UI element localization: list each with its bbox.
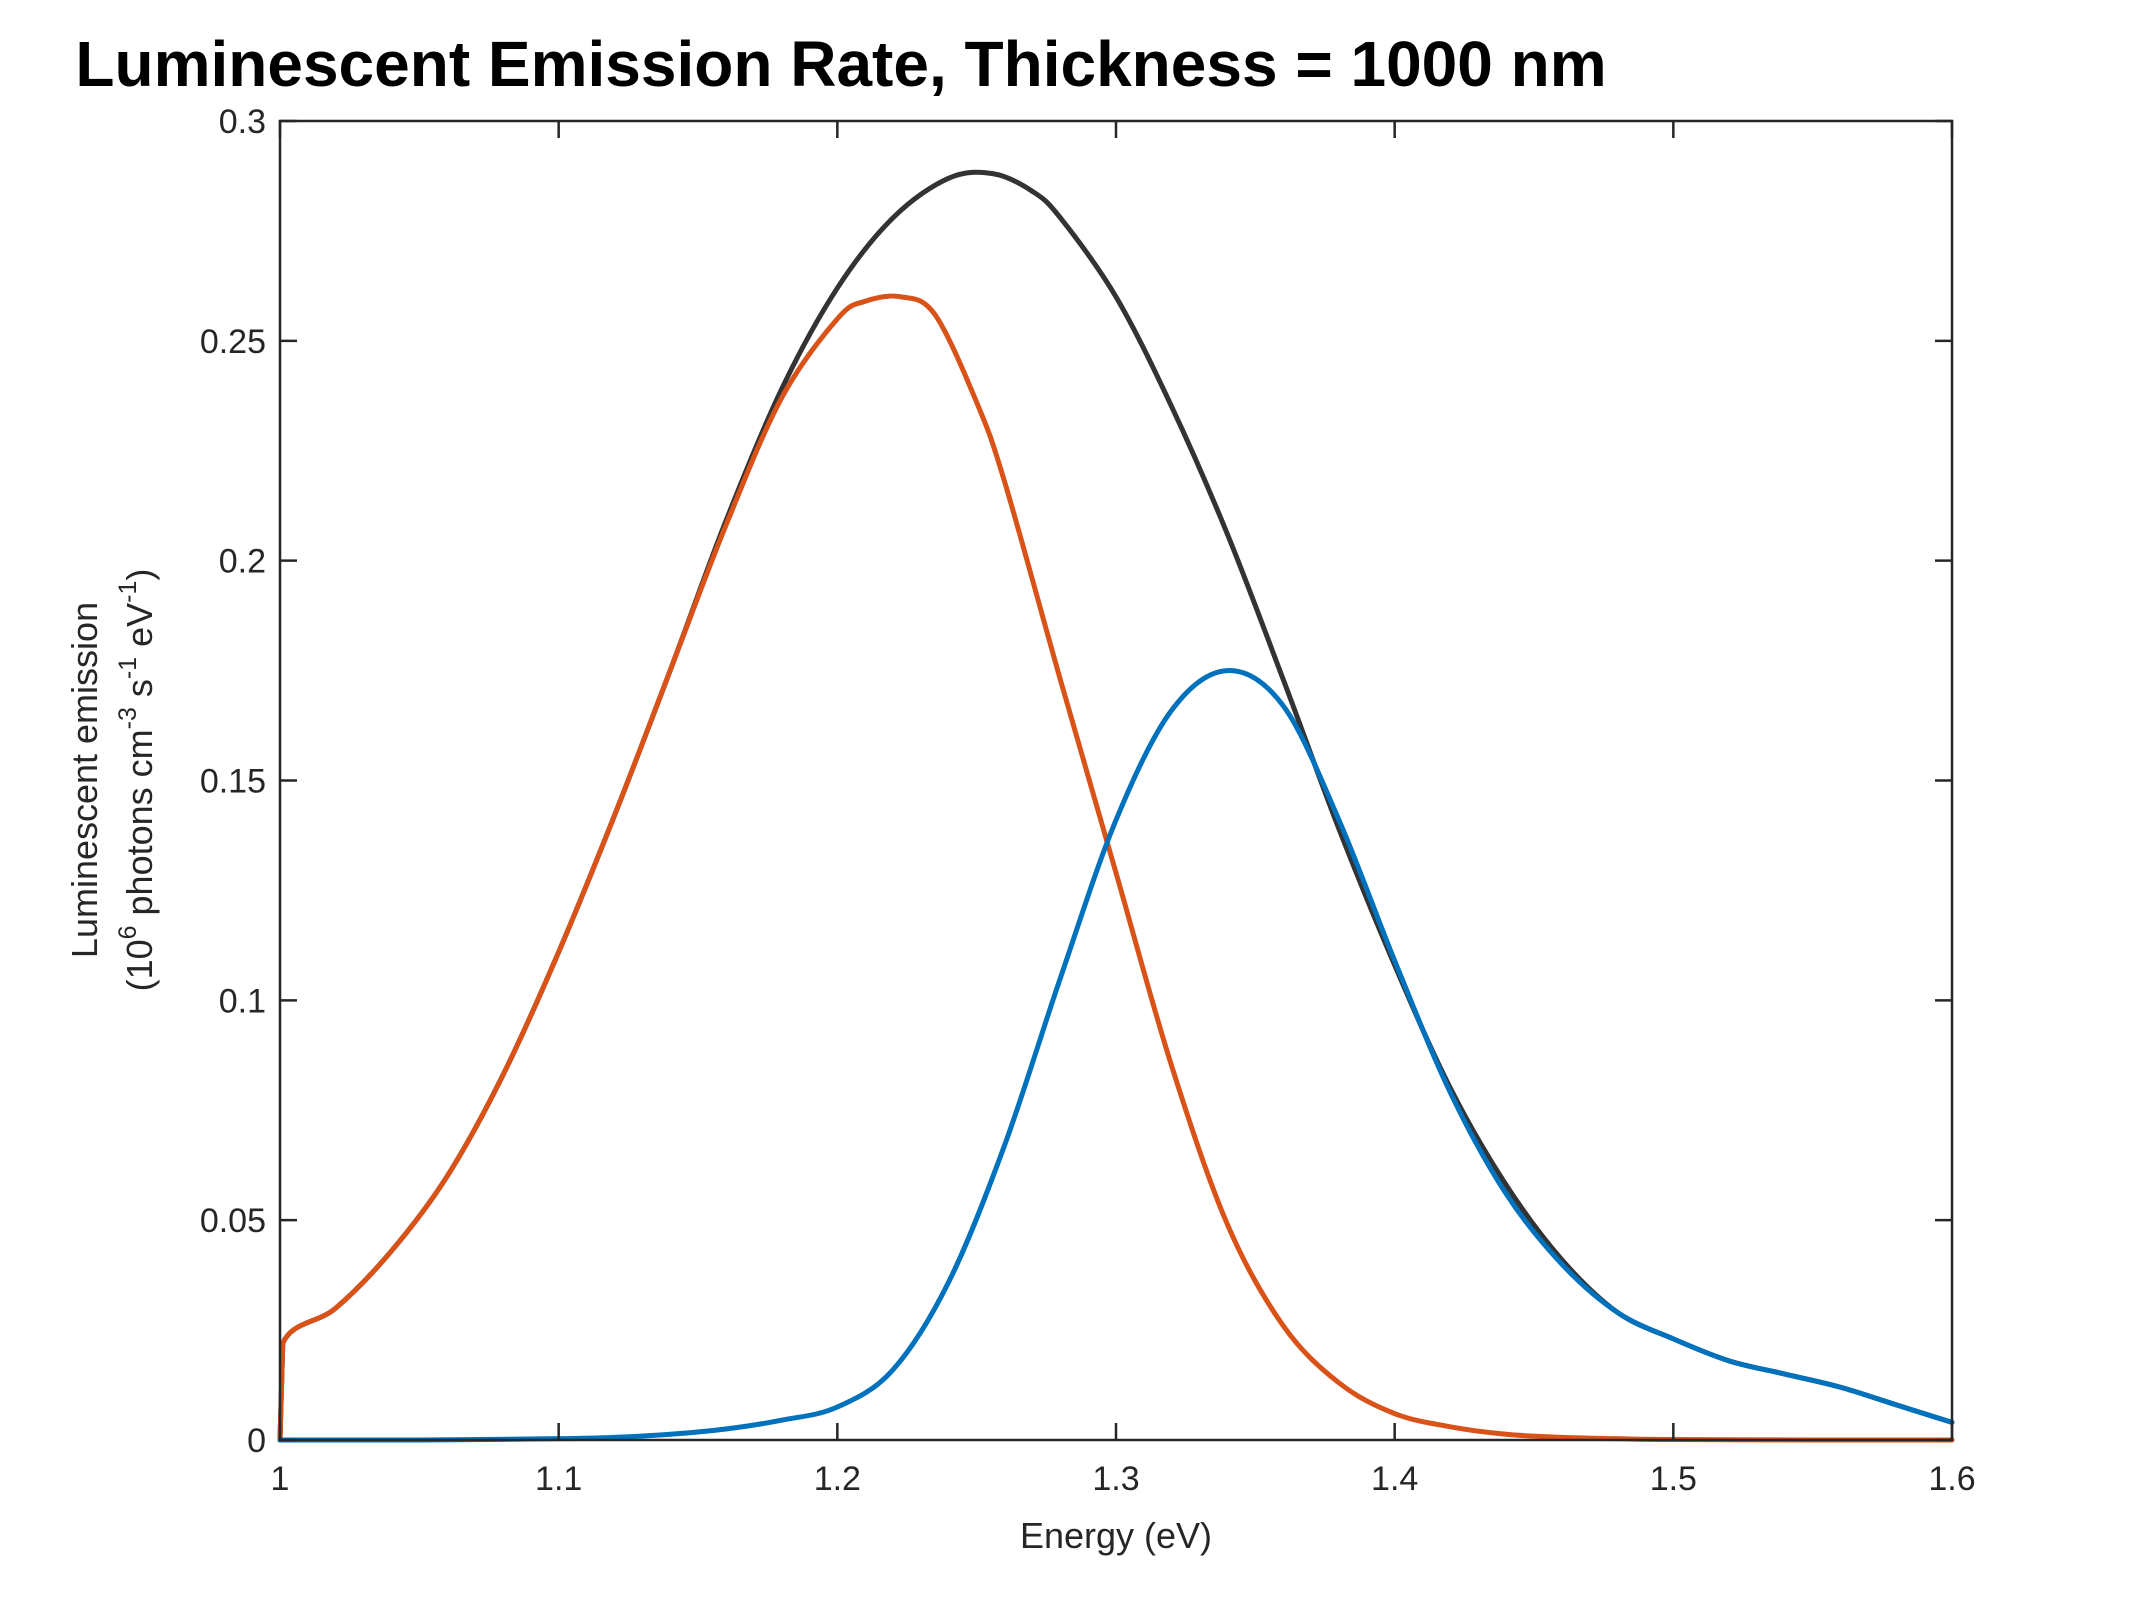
y-axis-label-superscript: -1 — [114, 657, 142, 679]
series-line-2 — [277, 293, 1955, 1443]
y-tick-labels: 0 0.05 0.1 0.15 0.2 0.25 0.3 — [200, 103, 266, 1460]
y-axis-label-2: (106 photons cm-3 s-1 eV-1) — [114, 569, 160, 992]
x-tick-label: 1.4 — [1371, 1460, 1418, 1498]
x-tick-label: 1.5 — [1650, 1460, 1697, 1498]
y-tick-label: 0.05 — [200, 1202, 266, 1240]
y-tick-label: 0.2 — [219, 543, 266, 581]
y-axis-label-text: eV — [119, 603, 160, 657]
x-axis-label: Energy (eV) — [1020, 1515, 1212, 1556]
y-axis-label-text: (10 — [119, 939, 160, 991]
x-tick-labels: 1 1.1 1.2 1.3 1.4 1.5 1.6 — [271, 1460, 1976, 1498]
y-axis-label-text: s — [119, 679, 160, 707]
plot-area-frame — [278, 119, 1954, 1442]
chart-title: Luminescent Emission Rate, Thickness = 1… — [75, 28, 1606, 100]
y-axis-label-superscript: -3 — [114, 707, 142, 729]
y-axis-label-line2: (106 photons cm-3 s-1 eV-1) — [114, 569, 160, 992]
y-axis-label-text: photons cm — [119, 729, 160, 925]
series-layer — [277, 169, 1955, 1443]
y-tick-label: 0.25 — [200, 323, 266, 361]
y-tick-label: 0 — [247, 1422, 266, 1460]
x-tick-label: 1 — [271, 1460, 290, 1498]
series-line-3 — [277, 668, 1955, 1443]
x-tick-label: 1.3 — [1092, 1460, 1139, 1498]
y-axis-label-superscript: -1 — [114, 581, 142, 603]
y-axis-label-line1: Luminescent emission — [64, 602, 105, 958]
x-tick-label: 1.6 — [1928, 1460, 1975, 1498]
y-tick-label: 0.1 — [219, 982, 266, 1020]
y-axis-label-text: ) — [119, 569, 160, 581]
y-axis-label: Luminescent emission — [64, 602, 105, 958]
y-axis-label-superscript: 6 — [114, 925, 142, 939]
x-tick-label: 1.2 — [814, 1460, 861, 1498]
y-tick-label: 0.3 — [219, 103, 266, 141]
y-tick-label: 0.15 — [200, 763, 266, 801]
x-tick-label: 1.1 — [535, 1460, 582, 1498]
